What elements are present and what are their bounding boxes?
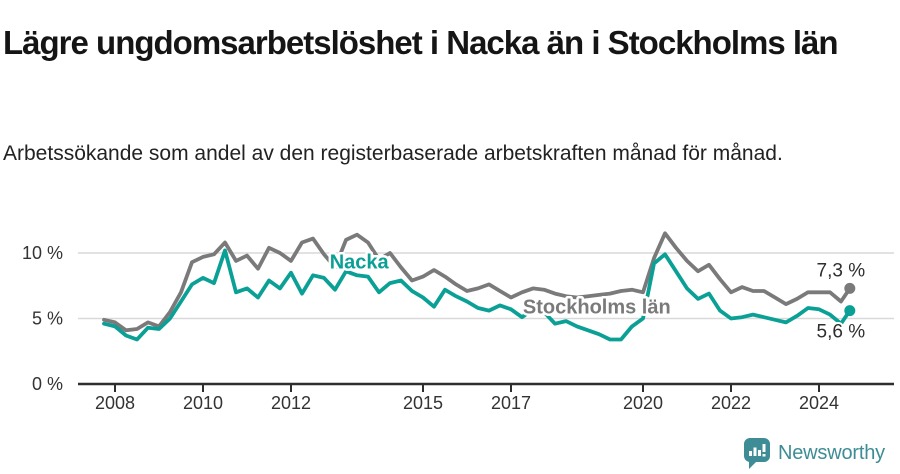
newsworthy-logo-icon <box>744 438 770 469</box>
unemployment-line-chart: 2008 2010 2012 2015 2017 2020 2022 2024 0 % 5 % 10… <box>22 231 894 413</box>
nacka-series-label: Nacka <box>330 252 390 274</box>
chart-subtitle: Arbetssökande som andel av den registerb… <box>3 142 783 165</box>
axis-layer: 2008 2010 2012 2015 2017 2020 2022 2024 0 % 5 % 10… <box>22 243 894 413</box>
brand-footer: Newsworthy <box>744 438 885 469</box>
y-axis-tick-label: 5 % <box>32 309 63 329</box>
series-layer <box>102 231 852 342</box>
stockholms-lan-line <box>102 231 852 333</box>
y-axis-tick-label: 0 % <box>32 374 63 394</box>
brand-name: Newsworthy <box>778 442 885 464</box>
y-axis-tick-label: 10 % <box>22 243 63 263</box>
stockholms-lan-end-dot <box>844 282 856 294</box>
nacka-line <box>102 248 852 342</box>
stockholms-lan-last-value-label: 7,3 % <box>817 260 866 281</box>
chart-title: Lägre ungdomsarbetslöshet i Nacka än i S… <box>3 24 839 62</box>
x-axis-tick-label: 2020 <box>623 393 663 413</box>
x-axis-tick-label: 2017 <box>491 393 531 413</box>
x-axis-tick-label: 2010 <box>183 393 223 413</box>
x-axis-tick-label: 2022 <box>711 393 751 413</box>
x-axis-tick-label: 2012 <box>271 393 311 413</box>
x-axis-tick-label: 2015 <box>403 393 443 413</box>
annotation-layer: Stockholms län 7,3 % Nacka 5,6 % <box>327 249 867 344</box>
nacka-last-value-label: 5,6 % <box>817 322 866 343</box>
nacka-end-dot <box>844 305 856 317</box>
x-axis-tick-label: 2024 <box>799 393 839 413</box>
stockholms-lan-series-label: Stockholms län <box>523 296 671 318</box>
x-axis-tick-label: 2008 <box>95 393 135 413</box>
